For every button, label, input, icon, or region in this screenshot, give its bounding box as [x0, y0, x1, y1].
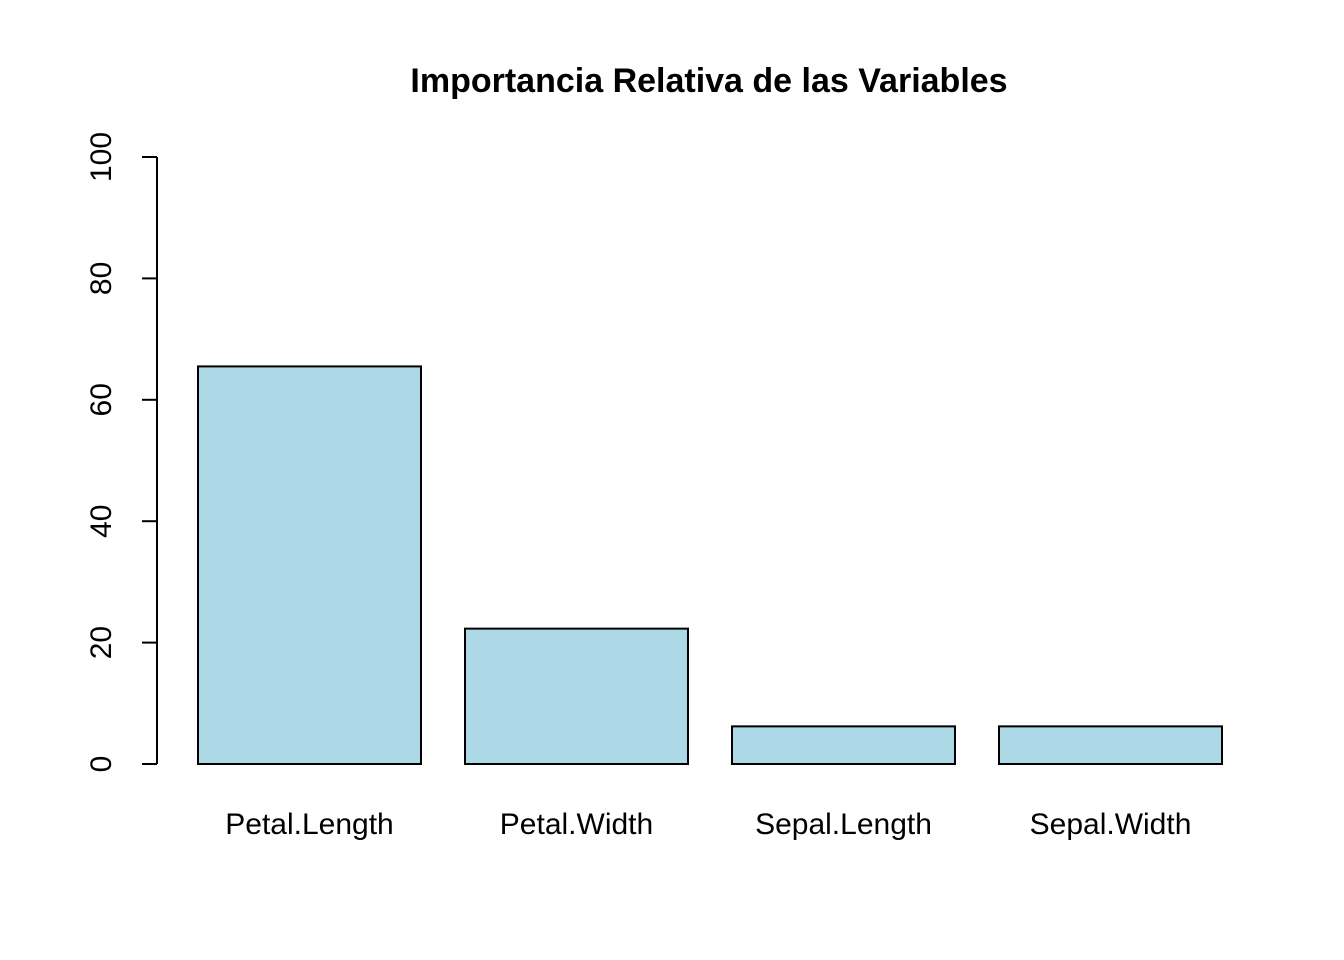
bars	[197, 365, 1223, 766]
x-axis-labels: Petal.Length Petal.Width Sepal.Length Sepal…	[225, 808, 1191, 841]
y-tick-label: 20	[85, 626, 118, 659]
x-tick-label: Sepal.Width	[1030, 808, 1192, 841]
y-tick-label: 100	[85, 132, 118, 182]
y-tick-label: 80	[85, 262, 118, 295]
y-axis: 0 20 40 60 80 100	[85, 132, 158, 773]
x-tick-label: Sepal.Length	[755, 808, 932, 841]
bar	[197, 365, 422, 765]
chart-title: Importancia Relativa de las Variables	[410, 62, 1007, 100]
bar	[731, 725, 956, 766]
bar	[998, 725, 1223, 766]
bar	[464, 627, 689, 765]
y-tick-label: 0	[85, 756, 118, 773]
x-tick-label: Petal.Length	[225, 808, 393, 841]
y-tick-label: 60	[85, 383, 118, 416]
y-tick-label: 40	[85, 505, 118, 538]
x-tick-label: Petal.Width	[500, 808, 653, 841]
